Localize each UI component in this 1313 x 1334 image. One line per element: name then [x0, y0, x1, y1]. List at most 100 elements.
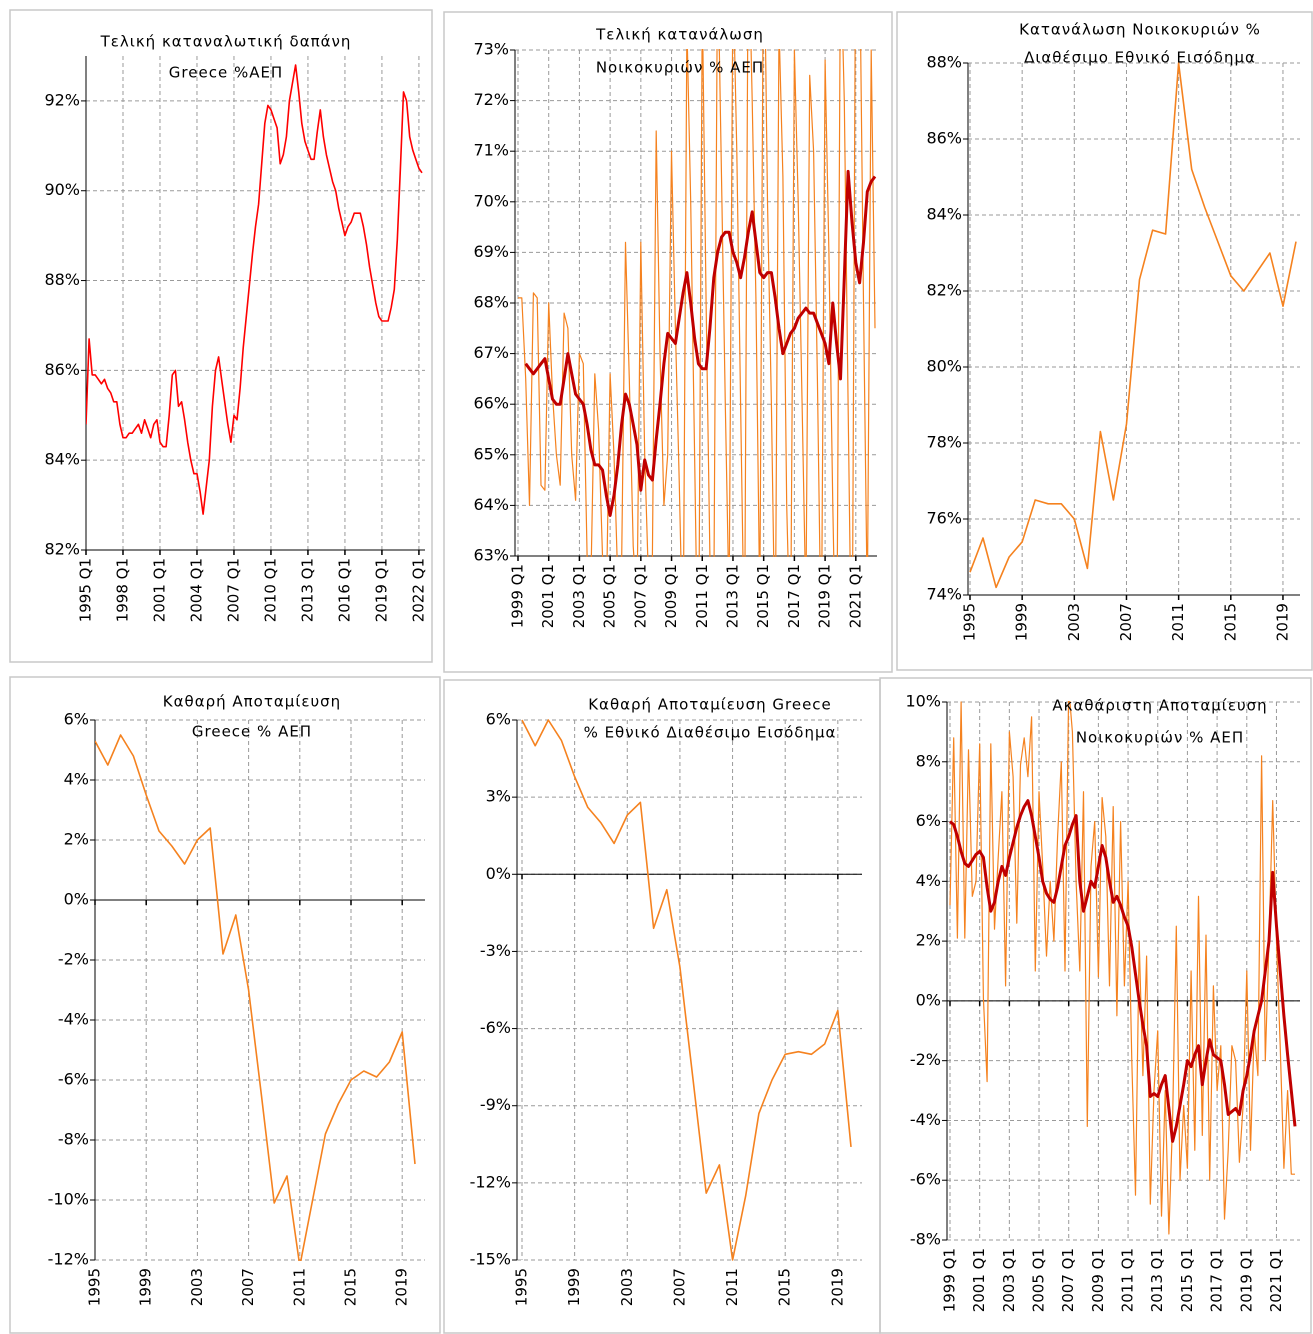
- y-tick-label: 8%: [916, 751, 941, 770]
- y-tick-label: 76%: [926, 509, 962, 528]
- x-tick-label: 2015 Q1: [754, 564, 772, 628]
- x-tick-label: 2009 Q1: [662, 564, 680, 628]
- x-tick-label: 2003 Q1: [1000, 1248, 1018, 1312]
- panel-border: [879, 677, 1312, 1334]
- y-tick-label: -6%: [910, 1170, 941, 1189]
- x-tick-label: 2015: [1221, 603, 1239, 641]
- y-tick-label: 90%: [44, 180, 80, 199]
- y-tick-label: 84%: [926, 205, 962, 224]
- x-tick-label: 2016 Q1: [335, 558, 353, 622]
- x-tick-label: 1995: [513, 1268, 531, 1306]
- x-tick-label: 2007 Q1: [224, 558, 242, 622]
- chart-subtitle: % Εθνικό Διαθέσιμο Εισόδημα: [584, 724, 837, 742]
- x-tick-label: 1999 Q1: [509, 564, 527, 628]
- chart-subtitle: Νοικοκυριών % ΑΕΠ: [1076, 729, 1244, 747]
- x-tick-label: 2022 Q1: [409, 558, 427, 622]
- line-series: [518, 49, 876, 557]
- y-tick-label: -4%: [58, 1010, 89, 1029]
- x-tick-label: 2019: [828, 1268, 846, 1306]
- x-tick-label: 2007: [670, 1268, 688, 1306]
- y-tick-label: 2%: [64, 830, 89, 849]
- x-tick-label: 2003 Q1: [570, 564, 588, 628]
- panel-border: [443, 679, 881, 1334]
- x-tick-label: 1999 Q1: [941, 1248, 959, 1312]
- y-tick-label: -8%: [58, 1130, 89, 1149]
- y-tick-label: -10%: [48, 1190, 89, 1209]
- y-tick-label: 71%: [473, 141, 509, 160]
- y-tick-label: -6%: [58, 1070, 89, 1089]
- chart-title: Τελική καταναλωτική δαπάνη: [100, 33, 352, 51]
- y-tick-label: 0%: [916, 990, 941, 1009]
- y-tick-label: -4%: [910, 1110, 941, 1129]
- chart-subtitle: Greece % ΑΕΠ: [192, 723, 312, 741]
- y-tick-label: 68%: [473, 293, 509, 312]
- line-series: [86, 64, 423, 515]
- panel-border: [9, 676, 441, 1334]
- x-tick-label: 2010 Q1: [261, 558, 279, 622]
- chart-title: Τελική κατανάλωση: [595, 26, 764, 44]
- x-tick-label: 2007: [239, 1268, 257, 1306]
- y-tick-label: 84%: [44, 450, 80, 469]
- y-tick-label: 6%: [916, 811, 941, 830]
- y-tick-label: 70%: [473, 191, 509, 210]
- x-tick-label: 1995 Q1: [77, 558, 95, 622]
- chart-panel: -15% -12% -9% -6% -3% 0% 3% 6% 1995 1999 2003 2007 2…: [443, 679, 881, 1334]
- chart-title: Ακαθάριστη Αποταμίευση: [1052, 697, 1267, 715]
- chart-title: Καθαρή Αποταμίευση Greece: [588, 696, 832, 714]
- y-tick-label: 80%: [926, 357, 962, 376]
- x-tick-label: 2004 Q1: [187, 558, 205, 622]
- line-series: [949, 701, 1295, 1235]
- x-tick-label: 1999: [137, 1268, 155, 1306]
- y-tick-label: -3%: [480, 941, 511, 960]
- y-tick-label: 69%: [473, 242, 509, 261]
- chart-panel: -8% -6% -4% -2% 0% 2% 4% 6% 8% 10% 1999 Q1 2001 Q1 2…: [879, 677, 1312, 1334]
- x-tick-label: 1999: [1013, 603, 1031, 641]
- x-tick-label: 2005 Q1: [1030, 1248, 1048, 1312]
- y-tick-label: 6%: [64, 710, 89, 729]
- x-tick-label: 2001 Q1: [970, 1248, 988, 1312]
- y-tick-label: 64%: [473, 495, 509, 514]
- panel-border: [443, 11, 893, 673]
- panel-border: [9, 9, 433, 663]
- y-tick-label: 10%: [905, 692, 941, 711]
- x-tick-label: 2003: [1065, 603, 1083, 641]
- x-tick-label: 2019: [393, 1268, 411, 1306]
- x-tick-label: 2019: [1273, 603, 1291, 641]
- y-tick-label: 63%: [473, 546, 509, 565]
- x-tick-label: 2021 Q1: [846, 564, 864, 628]
- x-tick-label: 2019 Q1: [372, 558, 390, 622]
- x-tick-label: 2001 Q1: [150, 558, 168, 622]
- x-tick-label: 2017 Q1: [785, 564, 803, 628]
- x-tick-label: 2011: [290, 1268, 308, 1306]
- y-tick-label: -8%: [910, 1230, 941, 1249]
- x-tick-label: 2007: [1117, 603, 1135, 641]
- y-tick-label: -9%: [480, 1095, 511, 1114]
- x-tick-label: 1995: [86, 1268, 104, 1306]
- y-tick-label: 0%: [64, 890, 89, 909]
- y-tick-label: 4%: [916, 871, 941, 890]
- chart-panel: 63% 64% 65% 66% 67% 68% 69% 70% 71% 72% 73% 1999 Q1…: [443, 11, 893, 673]
- y-tick-label: 4%: [64, 770, 89, 789]
- chart-subtitle: Νοικοκυριών % ΑΕΠ: [596, 59, 764, 77]
- chart-panel: 74% 76% 78% 80% 82% 84% 86% 88% 1995 1999 2003 2007…: [896, 11, 1313, 671]
- y-tick-label: 0%: [486, 864, 511, 883]
- y-tick-label: 86%: [44, 360, 80, 379]
- x-tick-label: 2003: [188, 1268, 206, 1306]
- y-tick-label: 66%: [473, 394, 509, 413]
- y-tick-label: -15%: [470, 1250, 511, 1269]
- y-tick-label: 88%: [926, 53, 962, 72]
- y-tick-label: 82%: [926, 281, 962, 300]
- chart-subtitle: Greece %ΑΕΠ: [169, 64, 283, 82]
- y-tick-label: 86%: [926, 129, 962, 148]
- y-tick-label: 78%: [926, 433, 962, 452]
- x-tick-label: 2011: [723, 1268, 741, 1306]
- y-tick-label: 82%: [44, 540, 80, 559]
- x-tick-label: 2015: [342, 1268, 360, 1306]
- line-series: [969, 62, 1297, 589]
- chart-panel: 82% 84% 86% 88% 90% 92% 1995 Q1 1998 Q1 2001 Q1 2…: [9, 9, 433, 663]
- y-tick-label: 6%: [486, 710, 511, 729]
- y-tick-label: -12%: [470, 1172, 511, 1191]
- x-tick-label: 2007 Q1: [1059, 1248, 1077, 1312]
- chart-title: Καθαρή Αποταμίευση: [163, 693, 341, 711]
